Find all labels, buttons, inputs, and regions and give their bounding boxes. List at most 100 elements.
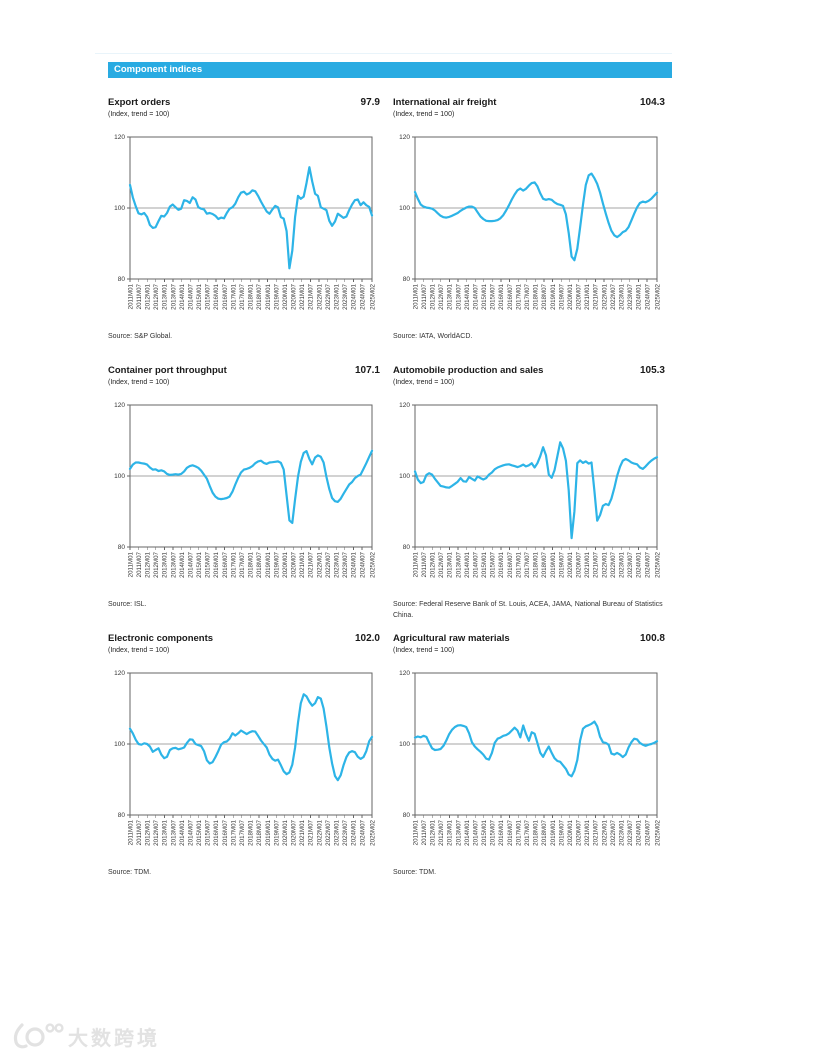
svg-text:2015M07: 2015M07: [490, 283, 497, 309]
svg-text:2015M01: 2015M01: [481, 283, 488, 309]
svg-text:2015M01: 2015M01: [481, 551, 488, 577]
svg-text:2020M01: 2020M01: [282, 551, 289, 577]
svg-text:2017M07: 2017M07: [524, 283, 531, 309]
svg-text:2011M01: 2011M01: [127, 551, 134, 577]
svg-text:2021M01: 2021M01: [584, 283, 591, 309]
chart-title: Container port throughput: [108, 365, 227, 376]
svg-text:2022M01: 2022M01: [601, 551, 608, 577]
svg-text:2023M01: 2023M01: [619, 283, 626, 309]
chart-latest-value: 104.3: [639, 97, 665, 108]
svg-text:2022M01: 2022M01: [316, 551, 323, 577]
chart-source: Source: Federal Reserve Bank of St. Loui…: [393, 601, 663, 619]
chart-subtitle: (Index, trend = 100): [393, 647, 455, 654]
chart-title: Automobile production and sales: [393, 365, 544, 376]
svg-text:2018M01: 2018M01: [533, 283, 540, 309]
svg-text:2016M01: 2016M01: [213, 819, 220, 845]
svg-text:2024M07: 2024M07: [644, 283, 651, 309]
svg-text:2024M01: 2024M01: [351, 819, 358, 845]
svg-text:2011M07: 2011M07: [136, 819, 143, 845]
section-header: Component indices: [108, 62, 672, 78]
svg-text:2023M01: 2023M01: [334, 819, 341, 845]
svg-text:2012M07: 2012M07: [153, 819, 160, 845]
svg-text:2014M01: 2014M01: [464, 551, 471, 577]
svg-text:2018M07: 2018M07: [541, 551, 548, 577]
svg-text:2018M01: 2018M01: [533, 551, 540, 577]
svg-text:2019M07: 2019M07: [273, 283, 280, 309]
svg-text:2014M01: 2014M01: [179, 819, 186, 845]
svg-text:2015M07: 2015M07: [490, 819, 497, 845]
svg-text:2016M07: 2016M07: [507, 551, 514, 577]
chart-title: Export orders: [108, 97, 171, 108]
svg-text:2021M01: 2021M01: [299, 551, 306, 577]
svg-text:2012M01: 2012M01: [430, 819, 437, 845]
svg-text:2019M07: 2019M07: [558, 819, 565, 845]
svg-text:2011M01: 2011M01: [127, 819, 134, 845]
chart-latest-value: 105.3: [639, 365, 665, 376]
chart-title: Electronic components: [108, 633, 214, 644]
svg-text:100: 100: [399, 205, 410, 212]
svg-text:2017M01: 2017M01: [230, 551, 237, 577]
svg-text:2018M07: 2018M07: [541, 819, 548, 845]
chart-card-container-port-throughput: Container port throughput 107.1 (Index, …: [108, 365, 380, 633]
svg-text:2017M01: 2017M01: [230, 283, 237, 309]
svg-text:100: 100: [399, 473, 410, 480]
svg-text:2020M01: 2020M01: [282, 819, 289, 845]
svg-text:80: 80: [118, 812, 126, 819]
svg-text:2016M07: 2016M07: [222, 819, 229, 845]
svg-text:2019M01: 2019M01: [550, 551, 557, 577]
svg-text:2025M02: 2025M02: [654, 551, 661, 577]
chart-latest-value: 107.1: [354, 365, 380, 376]
svg-text:2023M07: 2023M07: [342, 551, 349, 577]
svg-text:2015M07: 2015M07: [205, 551, 212, 577]
svg-text:2019M07: 2019M07: [558, 283, 565, 309]
svg-text:2017M07: 2017M07: [524, 819, 531, 845]
svg-text:2015M07: 2015M07: [205, 819, 212, 845]
svg-text:2015M01: 2015M01: [481, 819, 488, 845]
svg-text:2012M07: 2012M07: [153, 283, 160, 309]
svg-text:2018M01: 2018M01: [248, 819, 255, 845]
svg-text:2017M07: 2017M07: [239, 819, 246, 845]
svg-text:2023M07: 2023M07: [627, 551, 634, 577]
svg-text:2017M01: 2017M01: [515, 283, 522, 309]
svg-text:2016M07: 2016M07: [507, 283, 514, 309]
svg-text:2024M01: 2024M01: [351, 283, 358, 309]
svg-text:2019M01: 2019M01: [265, 819, 272, 845]
svg-text:2020M07: 2020M07: [291, 819, 298, 845]
svg-text:2015M01: 2015M01: [196, 283, 203, 309]
svg-text:2022M01: 2022M01: [601, 283, 608, 309]
svg-text:2019M01: 2019M01: [550, 283, 557, 309]
svg-text:2014M01: 2014M01: [179, 283, 186, 309]
svg-text:2018M07: 2018M07: [541, 283, 548, 309]
svg-text:2012M07: 2012M07: [153, 551, 160, 577]
svg-text:120: 120: [399, 670, 410, 677]
svg-text:2024M07: 2024M07: [644, 819, 651, 845]
chart-card-international-air-freight: International air freight 104.3 (Index, …: [393, 97, 665, 365]
svg-text:2013M01: 2013M01: [447, 551, 454, 577]
svg-text:2023M01: 2023M01: [619, 551, 626, 577]
svg-text:2022M07: 2022M07: [325, 551, 332, 577]
svg-text:2021M07: 2021M07: [593, 819, 600, 845]
svg-text:2015M07: 2015M07: [490, 551, 497, 577]
chart-subtitle: (Index, trend = 100): [393, 379, 455, 386]
chart-grid: Export orders 97.9 (Index, trend = 100) …: [108, 97, 665, 901]
svg-text:2020M07: 2020M07: [576, 283, 583, 309]
svg-text:2020M01: 2020M01: [567, 819, 574, 845]
svg-text:2018M01: 2018M01: [533, 819, 540, 845]
svg-text:2011M01: 2011M01: [127, 283, 134, 309]
svg-text:2025M02: 2025M02: [369, 283, 376, 309]
svg-text:2014M01: 2014M01: [179, 551, 186, 577]
svg-text:2023M07: 2023M07: [342, 819, 349, 845]
svg-text:2013M07: 2013M07: [455, 819, 462, 845]
chart-card-export-orders: Export orders 97.9 (Index, trend = 100) …: [108, 97, 380, 365]
svg-text:100: 100: [399, 741, 410, 748]
svg-text:80: 80: [118, 276, 126, 283]
svg-text:2018M01: 2018M01: [248, 283, 255, 309]
chart-subtitle: (Index, trend = 100): [108, 379, 170, 386]
chart-subtitle: (Index, trend = 100): [108, 111, 170, 118]
svg-text:2025M02: 2025M02: [369, 551, 376, 577]
